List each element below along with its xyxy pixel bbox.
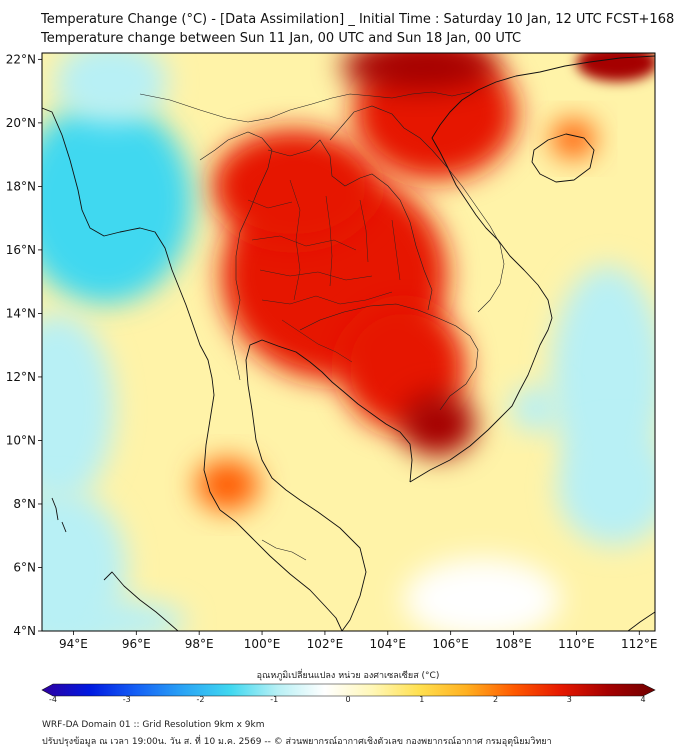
border-malaysia-thailand (261, 539, 307, 561)
field-blobs (42, 53, 655, 631)
field-cold-west (42, 100, 193, 304)
field-warm-mekong-delta (400, 392, 476, 457)
plot-frame (41, 52, 656, 632)
x-tick-label: 104°E (370, 637, 407, 651)
colorbar: อุณหภูมิเปลี่ยนแปลง หน่วย องศาเซลเซียส (… (41, 668, 656, 704)
colorbar-ticks: -4 -3 -2 -1 0 1 2 3 4 (49, 695, 646, 704)
x-tick-label: 100°E (244, 637, 281, 651)
y-tick-label: 22°N (6, 52, 36, 66)
x-tick-label: 96°E (122, 637, 151, 651)
credit-line: ปรับปรุงข้อมูล ณ เวลา 19:00น. วัน ส. ที่… (42, 737, 552, 747)
coastline-layer (42, 55, 655, 631)
field-cold-west-north (54, 53, 168, 123)
field-cold-southwest (42, 313, 115, 504)
x-tick-label: 110°E (558, 637, 595, 651)
colorbar-tick-label: 4 (640, 695, 645, 704)
field-warm-top (340, 53, 498, 92)
coastline-vietnam (409, 55, 655, 483)
y-tick-label: 10°N (6, 433, 36, 447)
border-cambodia (299, 303, 479, 411)
y-axis: 22°N 20°N 18°N 16°N 14°N 12°N 10°N 8°N 6°N 4°N (6, 52, 42, 638)
y-tick-label: 20°N (6, 116, 36, 130)
colorbar-tick-label: 1 (419, 695, 424, 704)
coastline-borneo (627, 611, 655, 631)
colorbar-strip (41, 683, 656, 697)
colorbar-title: อุณหภูมิเปลี่ยนแปลง หน่วย องศาเซลเซียส (… (257, 668, 440, 681)
border-china-north (139, 91, 471, 123)
x-axis: 94°E 96°E 98°E 100°E 102°E 104°E 106°E 108°E 110… (59, 631, 658, 651)
coastline-andaman (51, 497, 67, 533)
colorbar-tick-label: 3 (567, 695, 572, 704)
colorbar-tick-label: -3 (123, 695, 131, 704)
y-tick-label: 4°N (13, 624, 36, 638)
model-info: WRF-DA Domain 01 :: Grid Resolution 9km … (42, 720, 265, 730)
y-tick-label: 8°N (13, 497, 36, 511)
field-cold-east-sea (551, 265, 655, 489)
field-cold-far-south (42, 599, 187, 631)
map-subtitle: Temperature change between Sun 11 Jan, 0… (41, 31, 522, 46)
y-tick-label: 12°N (6, 370, 36, 384)
x-tick-label: 106°E (432, 637, 469, 651)
coastline-gulf-of-thailand (219, 339, 413, 631)
y-tick-label: 18°N (6, 179, 36, 193)
field-cold-south-sea (403, 557, 561, 631)
x-tick-label: 112°E (621, 637, 658, 651)
colorbar-tick-label: -2 (197, 695, 205, 704)
map-title: Temperature Change (°C) - [Data Assimila… (41, 12, 675, 27)
coastline-hainan (531, 133, 595, 183)
field-layer (42, 53, 655, 631)
colorbar-tick-label: -1 (270, 695, 278, 704)
colorbar-tick-label: -4 (49, 695, 57, 704)
x-tick-label: 94°E (59, 637, 88, 651)
x-tick-label: 102°E (307, 637, 344, 651)
border-laos-vietnam (329, 105, 505, 313)
x-tick-label: 108°E (495, 637, 532, 651)
field-cold-east-sea-south (557, 430, 655, 546)
temperature-change-map: 94°E 96°E 98°E 100°E 102°E 104°E 106°E 108°E 110… (6, 52, 658, 704)
border-myanmar-thailand (199, 131, 273, 381)
coastline-myanmar-west (42, 107, 221, 511)
x-tick-label: 98°E (185, 637, 214, 651)
y-tick-label: 16°N (6, 243, 36, 257)
field-warm-top-right (576, 53, 655, 82)
coastline-sumatra (103, 571, 179, 631)
field-warm-isthmus (196, 459, 259, 511)
border-thailand-laos (267, 139, 433, 311)
field-cold-vietnam-coast (510, 386, 561, 431)
border-layer (139, 91, 505, 561)
field-warm-hainan (551, 119, 596, 158)
y-tick-label: 6°N (13, 560, 36, 574)
colorbar-tick-label: 0 (345, 695, 350, 704)
field-warm-north-ext (211, 129, 376, 244)
y-tick-label: 14°N (6, 306, 36, 320)
colorbar-tick-label: 2 (493, 695, 498, 704)
border-provinces-thailand (247, 179, 401, 363)
